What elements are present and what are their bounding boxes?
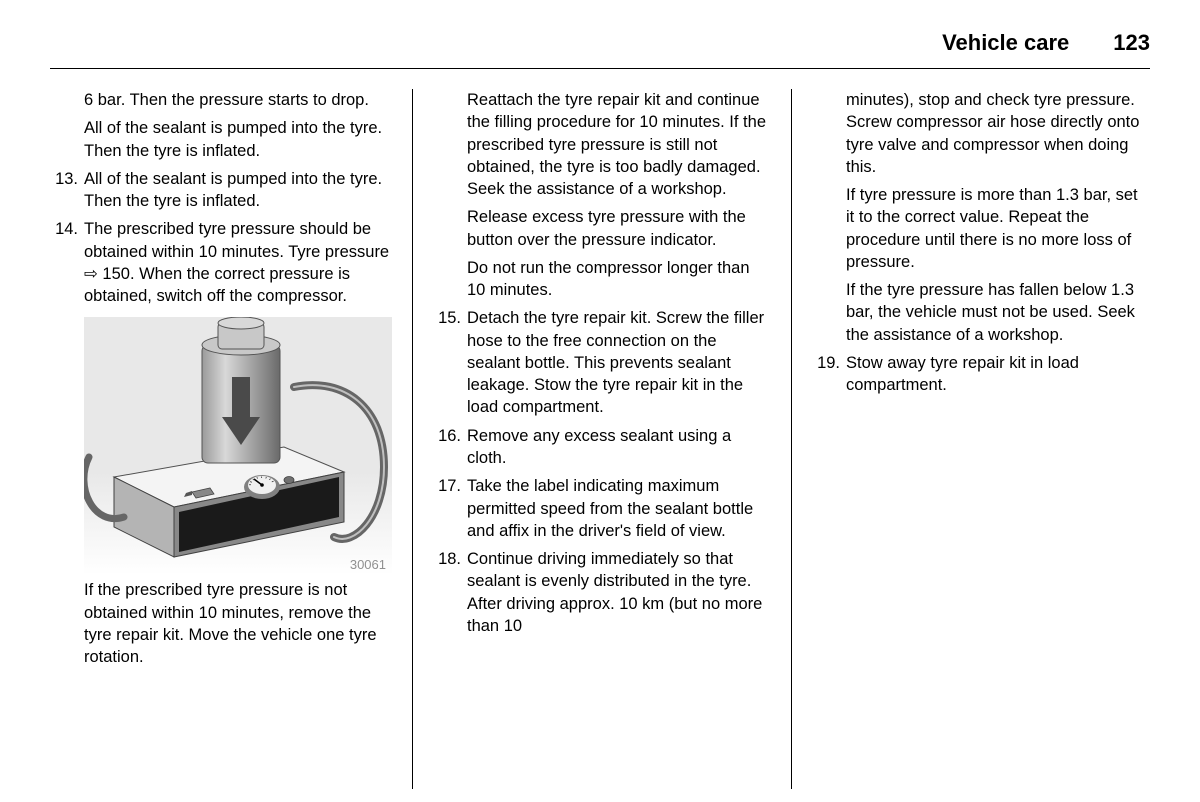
item-text: Continue driving immediately so that sea…	[467, 548, 771, 637]
column-3: minutes), stop and check tyre pressure. …	[792, 89, 1150, 789]
item-number: 17.	[433, 475, 467, 542]
content-columns: 6 bar. Then the pressure starts to drop.…	[50, 89, 1150, 789]
compressor-figure: 30061	[84, 317, 392, 575]
item-text: Remove any excess sealant using a cloth.	[467, 425, 771, 470]
list-item: 14. The prescribed tyre pressure should …	[50, 218, 392, 307]
item-text: Stow away tyre repair kit in load compar…	[846, 352, 1150, 397]
para-text: 6 bar. Then the pressure starts to drop.	[84, 91, 369, 109]
item-number: 13.	[50, 168, 84, 213]
item-text: The prescribed tyre pressure should be o…	[84, 218, 392, 307]
section-title: Vehicle care	[942, 30, 1069, 56]
list-item: 15. Detach the tyre repair kit. Screw th…	[433, 307, 771, 418]
para-text: If the tyre pressure has fallen below 1.…	[846, 281, 1135, 344]
para-text: Reattach the tyre repair kit and continu…	[467, 91, 766, 198]
list-item: 19. Stow away tyre repair kit in load co…	[812, 352, 1150, 397]
item-number: 14.	[50, 218, 84, 307]
list-item: 13. All of the sealant is pumped into th…	[50, 168, 392, 213]
list-item: 16. Remove any excess sealant using a cl…	[433, 425, 771, 470]
para-text: All of the sealant is pumped into the ty…	[84, 119, 382, 159]
item-text: Detach the tyre repair kit. Screw the fi…	[467, 307, 771, 418]
item-number: 19.	[812, 352, 846, 397]
list-item: 18. Continue driving immediately so that…	[433, 548, 771, 637]
item-number: 18.	[433, 548, 467, 637]
item-number: 15.	[433, 307, 467, 418]
figure-number: 30061	[350, 556, 386, 574]
column-1: 6 bar. Then the pressure starts to drop.…	[50, 89, 412, 789]
para-text: minutes), stop and check tyre pressure. …	[846, 91, 1139, 176]
para-text: Release excess tyre pressure with the bu…	[467, 208, 746, 248]
para-text: If tyre pressure is more than 1.3 bar, s…	[846, 186, 1138, 271]
para-text: Do not run the compressor longer than 10…	[467, 259, 750, 299]
item-text: Take the label indicating maximum permit…	[467, 475, 771, 542]
list-item: 17. Take the label indicating maximum pe…	[433, 475, 771, 542]
para-text: If the prescribed tyre pressure is not o…	[84, 581, 377, 666]
item-number: 16.	[433, 425, 467, 470]
column-2: Reattach the tyre repair kit and continu…	[413, 89, 791, 789]
page-number: 123	[1113, 30, 1150, 56]
item-text: All of the sealant is pumped into the ty…	[84, 168, 392, 213]
